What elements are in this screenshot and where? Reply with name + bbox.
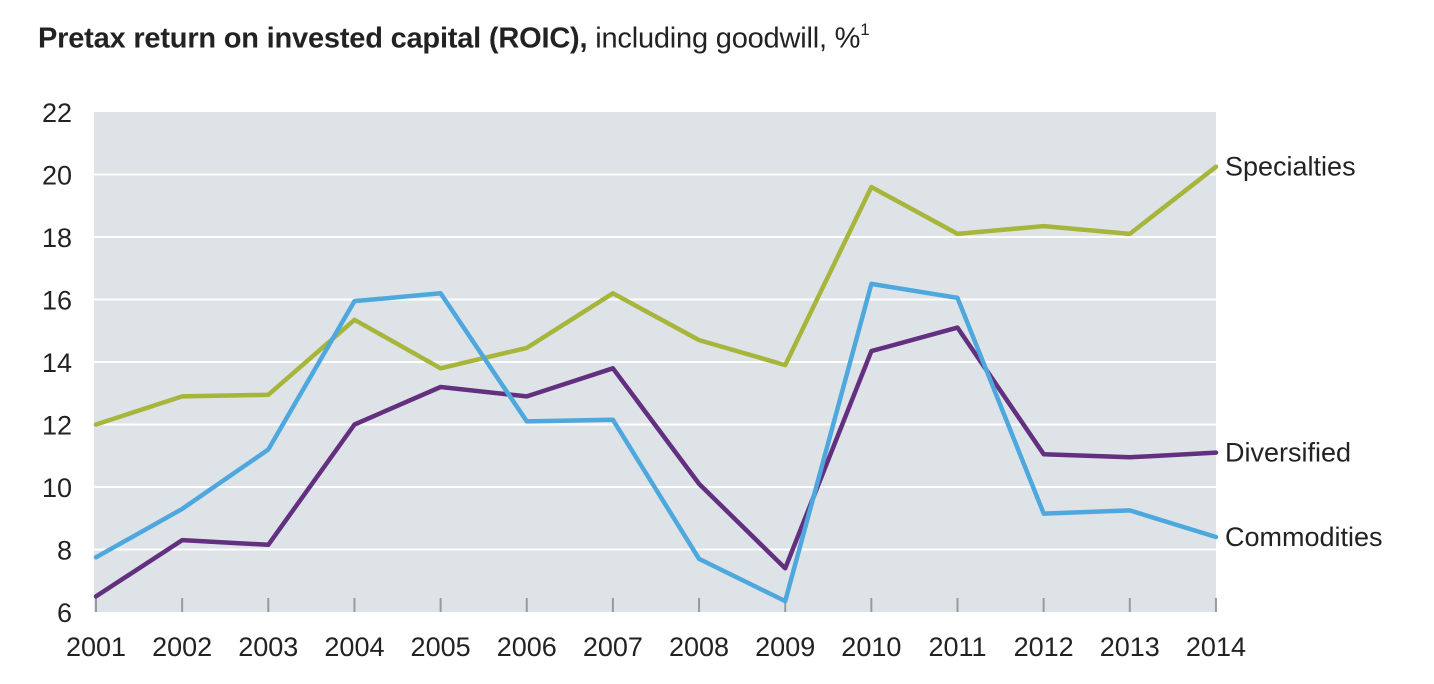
x-tick-label: 2013 xyxy=(1100,632,1160,662)
series-lines xyxy=(93,164,1219,604)
y-tick-label: 14 xyxy=(42,348,72,378)
x-tick-label: 2005 xyxy=(411,632,471,662)
grid-lines xyxy=(94,173,1216,551)
y-tick-label: 8 xyxy=(57,536,72,566)
x-tick-label: 2008 xyxy=(669,632,729,662)
y-tick-label: 18 xyxy=(42,223,72,253)
y-tick-label: 10 xyxy=(42,473,72,503)
x-tick-label: 2014 xyxy=(1186,632,1246,662)
x-tick-label: 2010 xyxy=(841,632,901,662)
x-tick-label: 2004 xyxy=(324,632,384,662)
series-line-specialties xyxy=(93,164,1219,427)
chart-title-footnote: 1 xyxy=(860,20,870,39)
x-tick-label: 2007 xyxy=(583,632,643,662)
x-tick-label: 2009 xyxy=(755,632,815,662)
x-tick-label: 2012 xyxy=(1014,632,1074,662)
series-label-diversified: Diversified xyxy=(1225,438,1351,468)
y-tick-label: 22 xyxy=(42,98,72,128)
series-label-commodities: Commodities xyxy=(1225,522,1383,552)
x-tick-label: 2006 xyxy=(497,632,557,662)
series-labels: Specialties Diversified Commodities xyxy=(1225,152,1383,552)
y-tick-label: 12 xyxy=(42,411,72,441)
y-tick-label: 20 xyxy=(42,161,72,191)
x-tick-label: 2002 xyxy=(152,632,212,662)
chart-title: Pretax return on invested capital (ROIC)… xyxy=(38,20,870,56)
x-tick-label: 2001 xyxy=(66,632,126,662)
x-axis: 2001 2002 2003 2004 2005 2006 2007 2008 2009 2010… xyxy=(66,598,1246,662)
x-tick-label: 2011 xyxy=(928,632,986,662)
y-axis: 6 8 10 12 14 16 18 20 22 xyxy=(42,98,72,628)
chart-title-rest: including goodwill, % xyxy=(587,22,861,55)
chart-title-bold: Pretax return on invested capital (ROIC)… xyxy=(38,22,588,55)
series-line-diversified xyxy=(93,325,1219,599)
series-label-specialties: Specialties xyxy=(1225,152,1356,182)
x-tick-label: 2003 xyxy=(238,632,298,662)
series-line-commodities xyxy=(93,281,1219,604)
y-tick-label: 6 xyxy=(57,598,72,628)
y-tick-label: 16 xyxy=(42,286,72,316)
